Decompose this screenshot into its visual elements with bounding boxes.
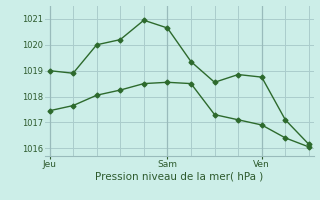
X-axis label: Pression niveau de la mer( hPa ): Pression niveau de la mer( hPa ): [95, 172, 263, 182]
